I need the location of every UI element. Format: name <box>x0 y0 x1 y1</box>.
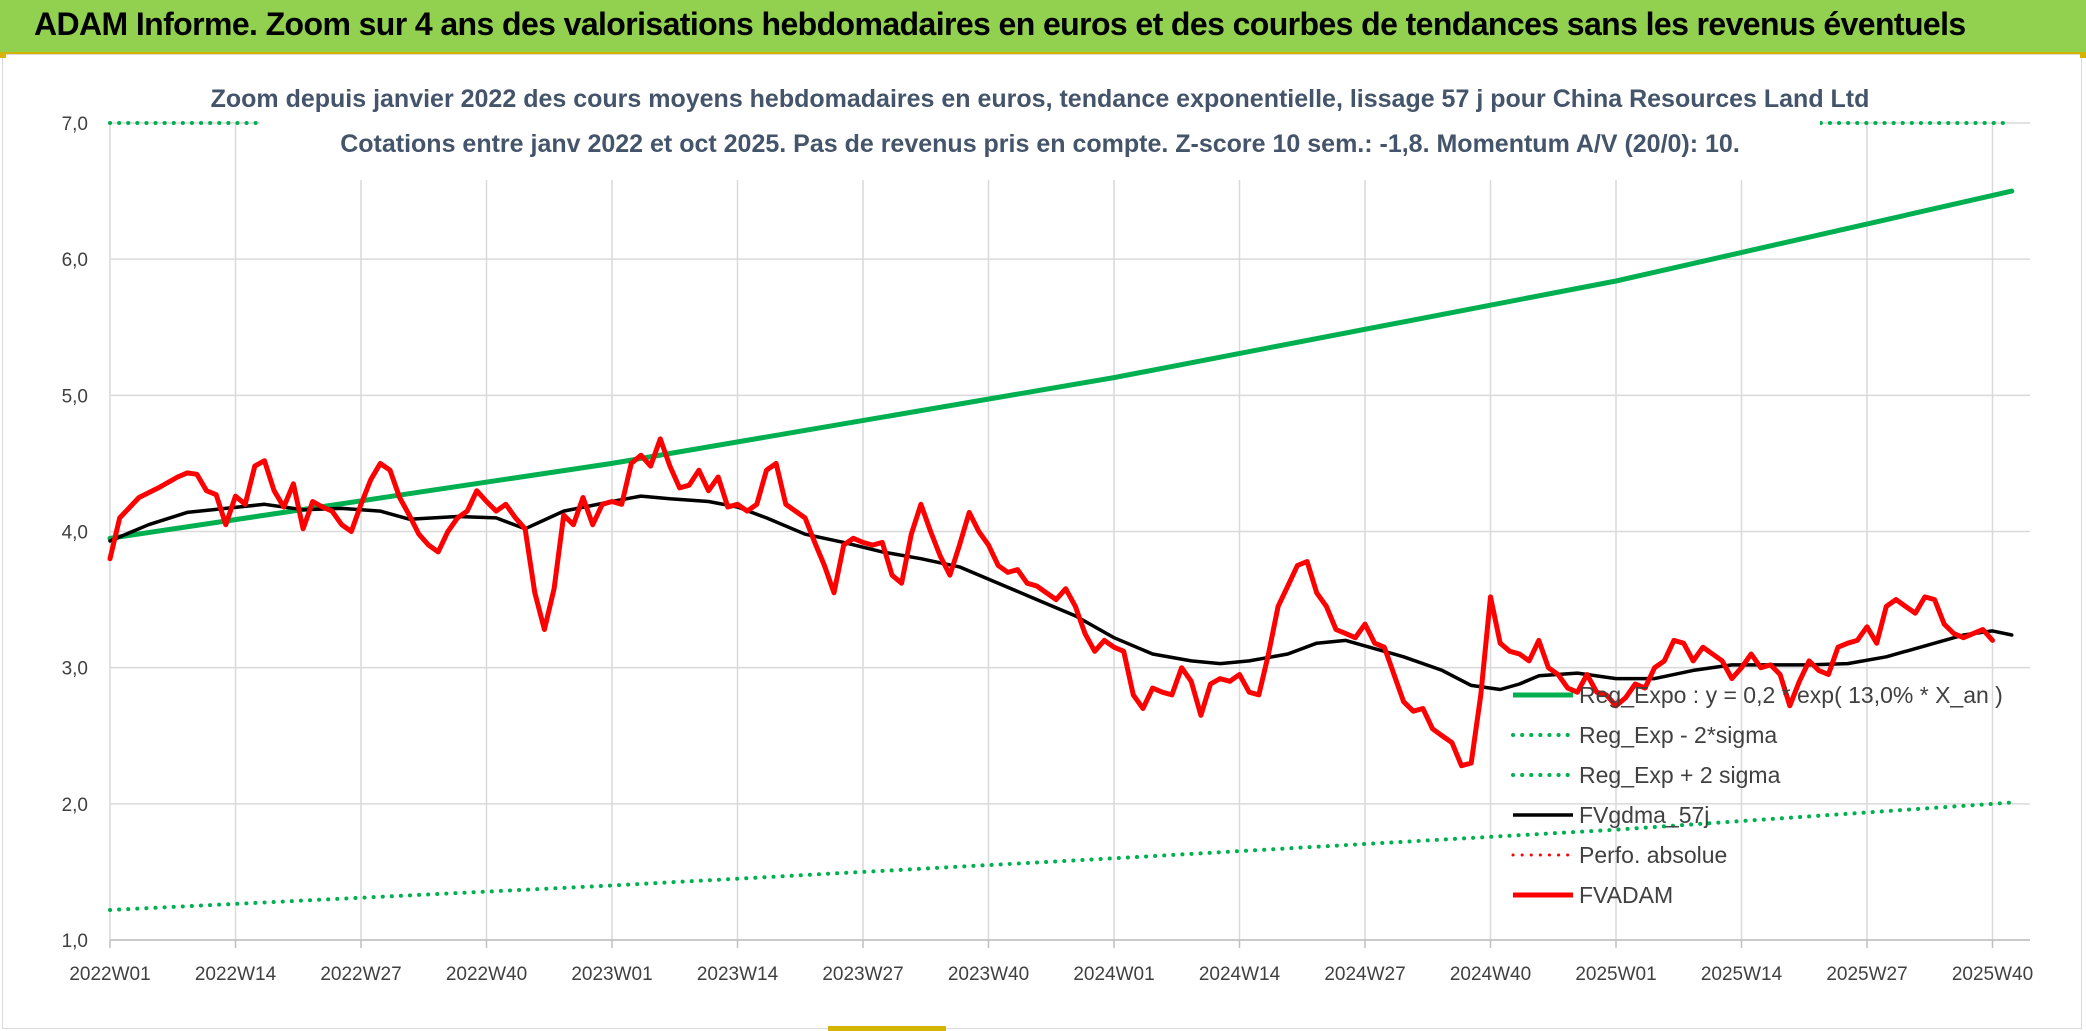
axes: 1,0 2,0 3,0 4,0 5,0 6,0 7,0 2022W01 2022W14 2022W… <box>62 114 2034 985</box>
x-tick-label: 2025W27 <box>1826 964 1907 985</box>
y-tick-label: 4,0 <box>62 523 88 544</box>
y-tick-label: 7,0 <box>62 114 88 135</box>
y-tick-label: 5,0 <box>62 386 88 407</box>
legend-label-reg_minus: Reg_Exp - 2*sigma <box>1579 722 1777 748</box>
x-tick-label: 2023W01 <box>571 964 652 985</box>
frame-corner-mark <box>828 1026 946 1031</box>
series-line-reg_minus <box>108 800 2014 912</box>
y-tick-label: 1,0 <box>62 931 88 952</box>
x-tick-label: 2022W14 <box>195 964 277 985</box>
frame-corner-mark <box>2080 54 2086 58</box>
x-tick-label: 2024W27 <box>1324 964 1405 985</box>
x-tick-label: 2023W14 <box>697 964 779 985</box>
x-tick-label: 2025W01 <box>1575 964 1656 985</box>
y-tick-label: 2,0 <box>62 795 88 816</box>
legend-label-reg_plus: Reg_Exp + 2 sigma <box>1579 762 1781 788</box>
legend-label-fvgdma: FVgdma_57j <box>1579 802 1709 828</box>
legend-label-reg_expo: Reg_Expo : y = 0,2 * exp( 13,0% * X_an ) <box>1579 682 2003 708</box>
x-tick-label: 2022W27 <box>320 964 401 985</box>
frame-corner-mark <box>0 54 6 58</box>
legend-label-fvadam: FVADAM <box>1579 882 1673 908</box>
page-title: ADAM Informe. Zoom sur 4 ans des valoris… <box>34 6 1966 42</box>
x-tick-label: 2024W01 <box>1073 964 1154 985</box>
series-line-reg_expo <box>107 188 2015 541</box>
x-tick-label: 2022W01 <box>69 964 150 985</box>
x-tick-label: 2023W40 <box>948 964 1029 985</box>
chart-title: Zoom depuis janvier 2022 des cours moyen… <box>211 85 1870 113</box>
x-tick-label: 2024W14 <box>1199 964 1281 985</box>
y-tick-label: 3,0 <box>62 659 88 680</box>
chart-subtitle: Cotations entre janv 2022 et oct 2025. P… <box>340 130 1740 158</box>
x-tick-label: 2025W40 <box>1952 964 2033 985</box>
grid <box>109 122 2030 941</box>
x-tick-label: 2022W40 <box>446 964 527 985</box>
x-tick-label: 2023W27 <box>822 964 903 985</box>
series-line-fvadam <box>107 436 1995 769</box>
series-group <box>107 121 2015 912</box>
legend-label-perfo: Perfo. absolue <box>1579 842 1727 868</box>
y-tick-label: 6,0 <box>62 250 88 271</box>
x-tick-label: 2024W40 <box>1450 964 1531 985</box>
legend: Reg_Expo : y = 0,2 * exp( 13,0% * X_an )… <box>1511 682 2003 908</box>
x-tick-label: 2025W14 <box>1701 964 1783 985</box>
chart-frame <box>2 54 2082 1029</box>
report-banner: ADAM Informe. Zoom sur 4 ans des valoris… <box>0 0 2086 54</box>
title-backdrop <box>260 80 1820 180</box>
